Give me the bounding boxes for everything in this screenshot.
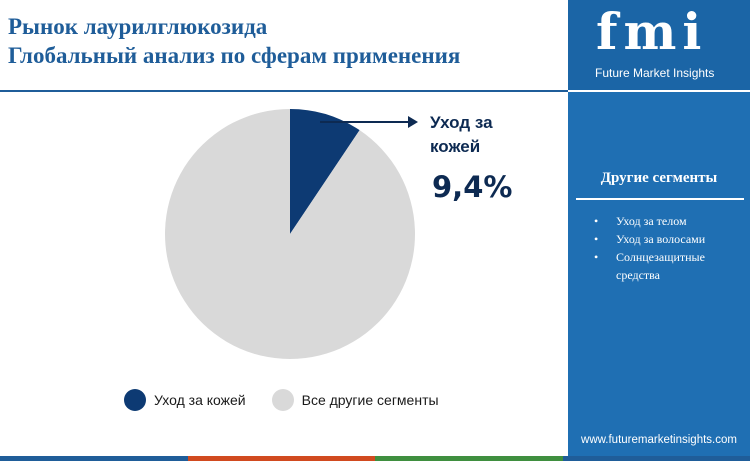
chart-title-line-1: Рынок лаурилглюкозида <box>8 14 268 39</box>
main-panel: Рынок лаурилглюкозида Глобальный анализ … <box>0 12 568 412</box>
pie-chart <box>165 109 418 360</box>
legend-label-skin-care: Уход за кожей <box>154 392 246 408</box>
callout-arrow-head <box>408 116 418 128</box>
pie-slices <box>165 109 416 360</box>
fmi-logo-mark: fmi <box>596 2 708 61</box>
fmi-logo: fmi Future Market Insights <box>568 0 750 92</box>
bottom-bar-segment <box>187 456 375 461</box>
pie-slice-other-segments <box>165 109 416 360</box>
legend-label-other-segments: Все другие сегменты <box>301 392 439 408</box>
other-segment-item: Уход за телом <box>594 212 746 230</box>
legend-swatch-skin-care <box>124 389 146 411</box>
sidebar: fmi Future Market Insights Другие сегмен… <box>568 0 750 456</box>
other-segments-title: Другие сегменты <box>600 170 718 186</box>
legend-item-other-segments: Все другие сегменты <box>271 389 439 411</box>
chart-title-line-2: Глобальный анализ по сферам применения <box>8 43 461 68</box>
bottom-color-bar <box>0 456 750 461</box>
callout-value: 9,4% <box>432 170 513 204</box>
other-segment-item: Уход за волосами <box>594 230 746 248</box>
other-segments-list: Уход за телом Уход за волосами Солнцезащ… <box>594 212 746 284</box>
bottom-bar-segment <box>375 456 563 461</box>
legend-item-skin-care: Уход за кожей <box>124 389 246 411</box>
bottom-bar-segment <box>0 456 188 461</box>
other-segment-item: Солнцезащитные средства <box>594 248 746 284</box>
legend-swatch-other-segments <box>271 389 294 411</box>
chart-title: Рынок лаурилглюкозида Глобальный анализ … <box>8 12 460 70</box>
chart-legend: Уход за кожей Все другие сегменты <box>124 388 465 412</box>
bottom-bar-segment <box>562 456 750 461</box>
fmi-logo-subtitle: Future Market Insights <box>595 66 715 80</box>
pie-slice-skin-care <box>290 109 360 234</box>
title-divider <box>0 90 568 92</box>
other-segments-divider <box>576 198 744 200</box>
callout-label: Уход за кожей <box>430 113 493 156</box>
website-link[interactable]: www.futuremarketinsights.com <box>581 434 737 446</box>
